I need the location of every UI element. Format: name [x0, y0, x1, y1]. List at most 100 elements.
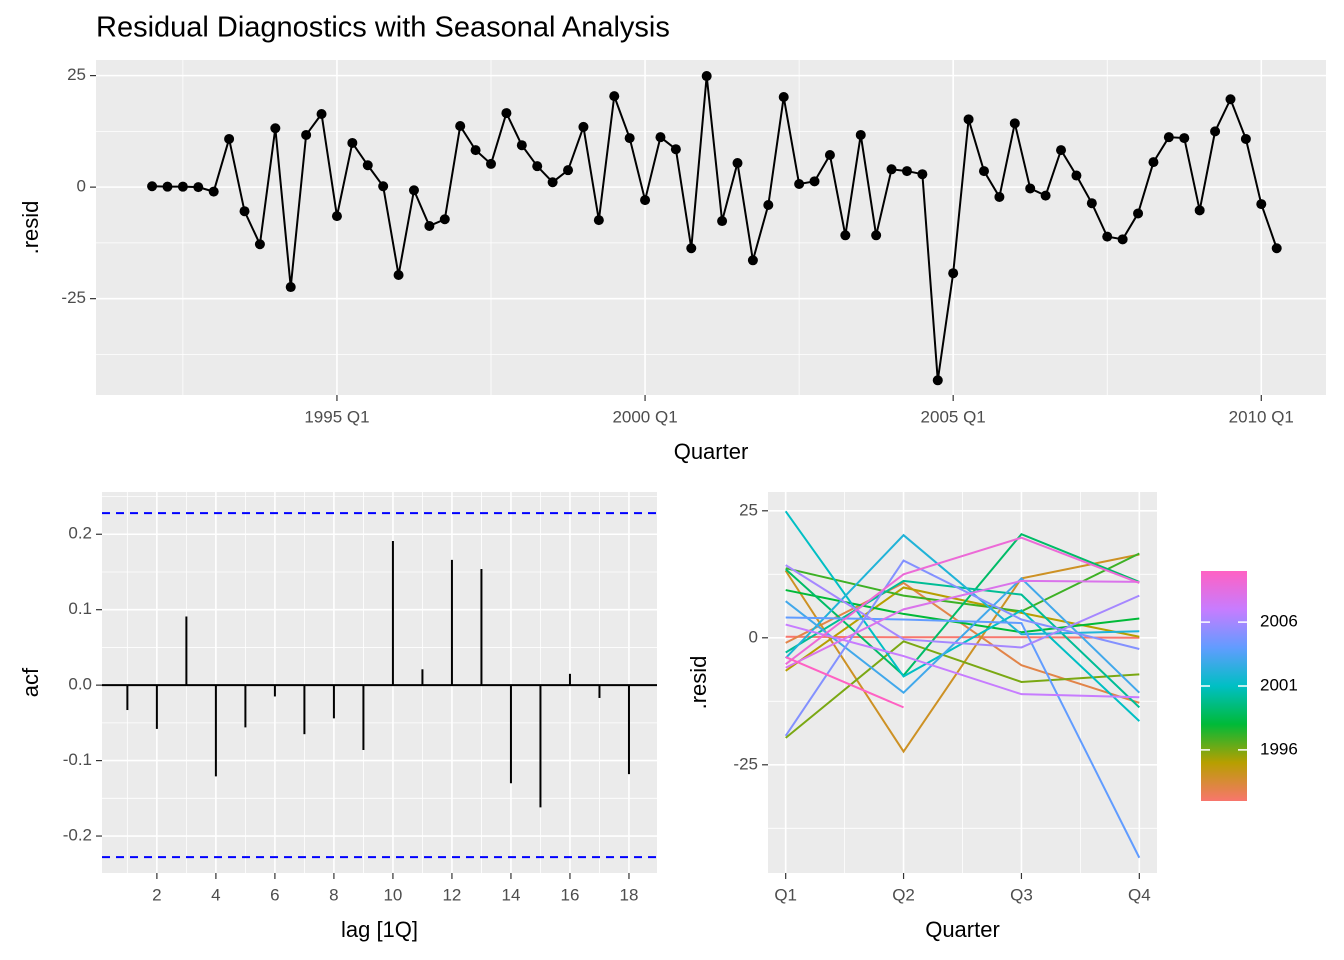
season-line	[784, 553, 1140, 754]
residual-point	[732, 158, 743, 169]
colorbar-label: 2001	[1260, 675, 1298, 694]
residual-point	[1133, 208, 1144, 219]
x-tick-label: 12	[442, 885, 461, 904]
residual-point	[362, 160, 373, 171]
residual-point	[1163, 132, 1174, 143]
season-line	[785, 656, 904, 709]
x-tick-label: 2000 Q1	[612, 407, 677, 426]
residual-point	[670, 144, 681, 155]
residual-point	[886, 164, 897, 175]
x-tick-label: 2	[152, 885, 161, 904]
residual-point	[624, 133, 635, 144]
x-tick-label: Q3	[1010, 885, 1033, 904]
residual-point	[347, 137, 358, 148]
residual-point	[239, 206, 250, 217]
residual-point	[1102, 231, 1113, 242]
season-line	[784, 559, 1140, 737]
residual-point	[516, 140, 527, 151]
x-tick-label: 1995 Q1	[304, 407, 369, 426]
y-tick-label: -0.1	[63, 750, 92, 769]
x-tick-label: 6	[270, 885, 279, 904]
y-tick-label: -0.2	[63, 826, 92, 845]
residual-point	[254, 239, 265, 250]
residual-point	[563, 165, 574, 176]
residual-point	[193, 182, 204, 193]
season-line	[785, 640, 1140, 739]
residual-point	[824, 150, 835, 161]
residual-point	[609, 91, 620, 102]
residual-line	[152, 75, 1278, 381]
season-line	[785, 579, 1141, 709]
residual-point	[208, 186, 219, 197]
residual-point	[331, 211, 342, 222]
y-tick-label: 0.1	[68, 599, 92, 618]
y-tick-label: 0	[77, 177, 86, 196]
residual-point	[1210, 126, 1221, 137]
colorbar-label: 1996	[1260, 739, 1298, 758]
residual-point	[963, 114, 974, 125]
residual-point	[701, 71, 712, 82]
x-tick-label: Q2	[892, 885, 915, 904]
residual-point	[778, 92, 789, 103]
y-tick-label: 0.2	[68, 524, 92, 543]
residual-point	[948, 268, 959, 279]
residual-point	[901, 166, 912, 177]
residual-point	[1179, 133, 1190, 144]
y-tick-label: 25	[67, 65, 86, 84]
residual-point	[855, 129, 866, 140]
x-tick-label: Q1	[774, 885, 797, 904]
residual-point	[1271, 243, 1282, 254]
residual-point	[1086, 198, 1097, 209]
residual-point	[224, 133, 235, 144]
residual-point	[547, 177, 558, 188]
residual-point	[1009, 118, 1020, 129]
residual-point	[162, 181, 173, 192]
x-tick-label: 18	[620, 885, 639, 904]
x-axis-title: lag [1Q]	[341, 917, 418, 942]
y-axis-title: .resid	[18, 201, 43, 255]
residual-point	[1148, 157, 1159, 168]
residual-point	[408, 185, 419, 196]
y-tick-label: 25	[739, 500, 758, 519]
y-tick-label: 0	[749, 627, 758, 646]
x-tick-label: 16	[560, 885, 579, 904]
residual-point	[763, 199, 774, 210]
y-tick-label: 0.0	[68, 675, 92, 694]
residual-point	[316, 108, 327, 119]
residual-point	[994, 191, 1005, 202]
residual-point	[640, 195, 651, 206]
residual-point	[270, 123, 281, 134]
x-tick-label: 2005 Q1	[921, 407, 986, 426]
residual-point	[470, 145, 481, 156]
residual-point	[917, 169, 928, 180]
x-tick-label: 8	[329, 885, 338, 904]
x-tick-label: 4	[211, 885, 220, 904]
panel-background	[102, 492, 657, 873]
residual-point	[1071, 170, 1082, 181]
x-axis-title: Quarter	[925, 917, 1000, 942]
x-tick-label: 14	[501, 885, 520, 904]
x-tick-label: 2010 Q1	[1229, 407, 1294, 426]
residual-point	[578, 121, 589, 132]
figure-title: Residual Diagnostics with Seasonal Analy…	[96, 12, 670, 44]
residual-point	[717, 216, 728, 227]
residual-point	[532, 161, 543, 172]
residual-point	[1256, 199, 1267, 210]
residual-point	[655, 132, 666, 143]
residual-point	[501, 108, 512, 119]
residual-point	[285, 282, 296, 293]
x-axis-title: Quarter	[674, 439, 749, 464]
season-line	[785, 581, 1140, 704]
colorbar-label: 2006	[1260, 612, 1298, 631]
residual-point	[301, 129, 312, 140]
residual-point	[1056, 145, 1067, 156]
y-tick-label: -25	[61, 288, 86, 307]
residual-point	[1117, 234, 1128, 245]
residual-point	[840, 230, 851, 241]
residual-point	[593, 215, 604, 226]
y-tick-label: -25	[733, 754, 758, 773]
residual-point	[393, 270, 404, 281]
residual-point	[439, 214, 450, 225]
residual-point	[978, 166, 989, 177]
